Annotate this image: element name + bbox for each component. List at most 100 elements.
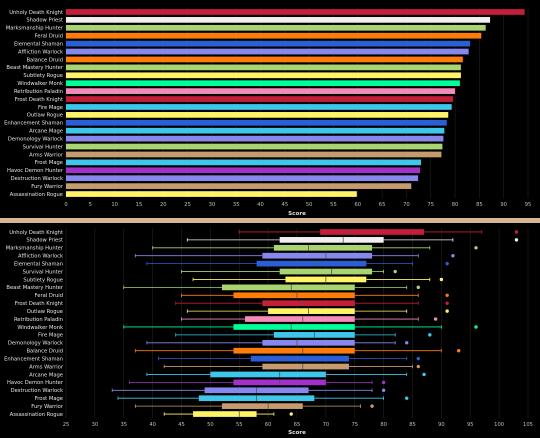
outlier-point <box>445 293 449 297</box>
y-category-label: Subtlety Rogue <box>23 73 63 79</box>
y-category-label: Assassination Rogue <box>10 412 63 418</box>
outlier-point <box>445 301 449 305</box>
y-category-label: Fury Warrior <box>31 184 64 190</box>
outlier-point <box>439 277 444 282</box>
x-tick-label: 80 <box>452 202 459 208</box>
box <box>279 237 384 243</box>
box <box>245 316 355 322</box>
y-category-label: Affliction Warlock <box>18 254 63 260</box>
y-category-label: Feral Druid <box>35 34 63 40</box>
box <box>233 347 355 354</box>
y-category-label: Havoc Demon Hunter <box>7 380 64 386</box>
box <box>273 244 373 251</box>
x-tick-label: 25 <box>63 422 70 428</box>
bar <box>66 112 449 118</box>
x-axis-title: Score <box>288 211 306 217</box>
box <box>221 284 355 291</box>
y-category-label: Unholy Death Knight <box>9 230 63 236</box>
y-category-label: Assassination Rogue <box>10 192 63 198</box>
y-category-label: Arms Warrior <box>29 152 64 158</box>
y-category-label: Outlaw Rogue <box>27 113 63 119</box>
outlier-point <box>393 269 397 274</box>
y-category-label: Windwalker Monk <box>17 325 63 331</box>
bar <box>66 48 469 55</box>
x-tick-label: 105 <box>523 422 533 428</box>
y-category-label: Arms Warrior <box>29 364 64 370</box>
y-category-label: Survival Hunter <box>23 144 64 150</box>
y-category-label: Elemental Shaman <box>14 261 63 267</box>
y-category-label: Frost Death Knight <box>15 301 63 307</box>
bar <box>66 135 444 142</box>
bar <box>66 72 461 79</box>
outlier-point <box>370 404 374 408</box>
x-tick-label: 55 <box>330 202 337 208</box>
box <box>262 339 355 346</box>
outlier-point <box>451 254 455 258</box>
y-category-label: Havoc Demon Hunter <box>7 168 64 174</box>
x-tick-label: 35 <box>120 422 127 428</box>
bar <box>66 9 525 15</box>
outlier-point <box>445 261 449 266</box>
outlier-point <box>474 325 478 329</box>
plot-area <box>66 8 528 198</box>
outlier-point <box>416 364 420 369</box>
x-tick-label: 40 <box>257 202 264 208</box>
y-category-label: Balance Druid <box>27 349 64 355</box>
y-category-label: Fury Warrior <box>31 404 64 410</box>
y-category-label: Fire Mage <box>38 333 63 339</box>
bar <box>66 80 460 87</box>
outlier-point <box>428 333 432 337</box>
box <box>233 292 355 299</box>
x-tick-label: 65 <box>379 202 386 208</box>
x-tick-label: 70 <box>323 422 330 428</box>
x-tick-label: 5 <box>89 202 92 208</box>
x-tick-label: 45 <box>178 422 185 428</box>
bar <box>66 167 421 174</box>
y-category-label: Marksmanship Hunter <box>6 246 64 252</box>
outlier-point <box>474 246 478 250</box>
x-tick-label: 20 <box>160 202 167 208</box>
outlier-point <box>381 380 386 385</box>
box <box>250 355 349 362</box>
bar <box>66 119 447 126</box>
y-category-label: Retribution Paladin <box>14 317 63 323</box>
y-category-label: Beast Mastery Hunter <box>6 285 63 291</box>
y-category-label: Frost Death Knight <box>15 97 63 103</box>
x-tick-label: 70 <box>403 202 410 208</box>
y-category-label: Frost Mage <box>35 396 63 402</box>
bar <box>66 143 443 150</box>
x-tick-label: 95 <box>467 422 474 428</box>
box <box>279 268 373 275</box>
bar <box>66 151 442 158</box>
bar <box>66 104 452 110</box>
y-category-label: Fire Mage <box>38 105 63 111</box>
y-category-label: Survival Hunter <box>23 269 64 275</box>
box <box>262 252 373 259</box>
box <box>210 371 326 378</box>
x-tick-label: 75 <box>427 202 434 208</box>
bar <box>66 183 412 189</box>
x-tick-label: 30 <box>209 202 216 208</box>
y-category-label: Unholy Death Knight <box>9 10 63 16</box>
outlier-point <box>514 230 519 234</box>
box <box>256 260 367 267</box>
x-tick-label: 85 <box>409 422 416 428</box>
y-category-label: Enhancement Shaman <box>4 356 63 362</box>
x-tick-label: 35 <box>233 202 240 208</box>
x-tick-label: 40 <box>149 422 156 428</box>
bar <box>66 40 471 47</box>
bar <box>66 32 482 39</box>
x-tick-label: 50 <box>306 202 313 208</box>
outlier-point <box>514 238 519 242</box>
y-category-label: Windwalker Monk <box>17 81 63 87</box>
y-category-label: Beast Mastery Hunter <box>6 65 63 71</box>
y-category-label: Feral Druid <box>35 293 63 299</box>
outlier-point <box>416 356 420 361</box>
box <box>221 403 303 409</box>
bar <box>66 24 486 31</box>
x-tick-label: 50 <box>207 422 214 428</box>
x-tick-label: 65 <box>294 422 301 428</box>
outlier-point <box>422 372 426 377</box>
x-tick-label: 25 <box>184 202 191 208</box>
